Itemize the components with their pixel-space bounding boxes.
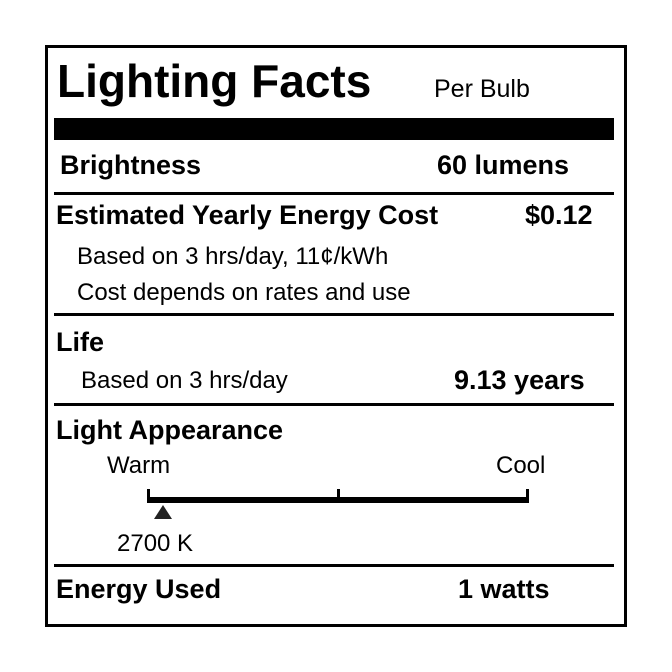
life-value: 9.13 years [454, 365, 585, 395]
life-note: Based on 3 hrs/day [81, 367, 288, 394]
warm-label: Warm [107, 452, 171, 479]
brightness-value: 60 lumens [437, 150, 570, 180]
scale-tick [337, 489, 340, 503]
divider [54, 403, 614, 406]
thick-divider [54, 118, 614, 140]
cost-note-depends: Cost depends on rates and use [77, 279, 411, 306]
cost-value: $0.12 [525, 200, 593, 230]
life-label: Life [56, 327, 105, 357]
divider [54, 192, 614, 195]
scale-tick [526, 489, 529, 503]
scale-tick [147, 489, 150, 503]
divider [54, 564, 614, 567]
energy-label: Energy Used [56, 574, 222, 604]
label-subtitle: Per Bulb [434, 75, 530, 103]
cool-label: Cool [496, 452, 546, 479]
marker-triangle-icon [154, 505, 172, 519]
label-title: Lighting Facts [57, 55, 372, 107]
cost-label: Estimated Yearly Energy Cost [56, 200, 439, 230]
marker-label: 2700 K [117, 530, 194, 557]
brightness-label: Brightness [60, 150, 202, 180]
divider [54, 313, 614, 316]
energy-value: 1 watts [458, 574, 550, 604]
appearance-label: Light Appearance [56, 415, 284, 445]
cost-note-rate: Based on 3 hrs/day, 11¢/kWh [77, 243, 389, 270]
lighting-facts-label [45, 45, 627, 627]
